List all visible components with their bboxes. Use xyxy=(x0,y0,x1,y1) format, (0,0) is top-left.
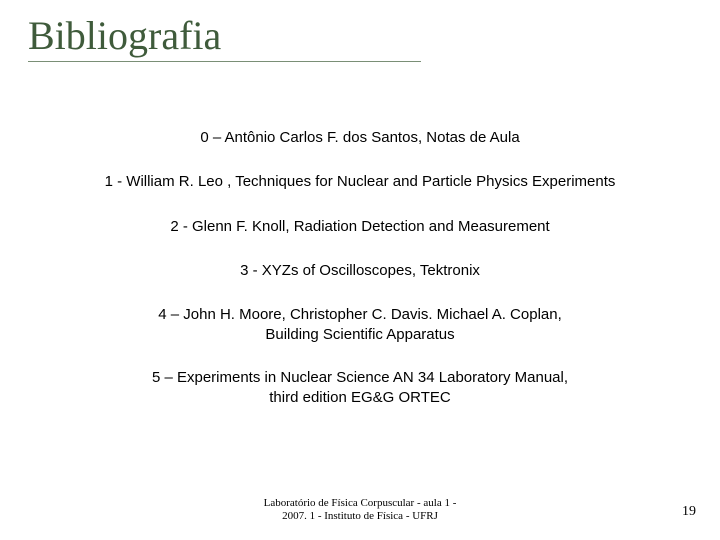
bib-entry: 2 - Glenn F. Knoll, Radiation Detection … xyxy=(45,217,675,237)
bib-entry: 5 – Experiments in Nuclear Science AN 34… xyxy=(45,368,675,409)
bibliography-list: 0 – Antônio Carlos F. dos Santos, Notas … xyxy=(0,68,720,408)
page-title: Bibliografia xyxy=(28,12,421,62)
bib-entry: 3 - XYZs of Oscilloscopes, Tektronix xyxy=(45,261,675,281)
title-section: Bibliografia xyxy=(0,0,720,68)
bib-entry: 0 – Antônio Carlos F. dos Santos, Notas … xyxy=(45,128,675,148)
footer-text: Laboratório de Física Corpuscular - aula… xyxy=(210,497,510,525)
bib-entry: 1 - William R. Leo , Techniques for Nucl… xyxy=(45,172,675,192)
page-number: 19 xyxy=(682,504,696,520)
bib-entry: 4 – John H. Moore, Christopher C. Davis.… xyxy=(45,305,675,346)
